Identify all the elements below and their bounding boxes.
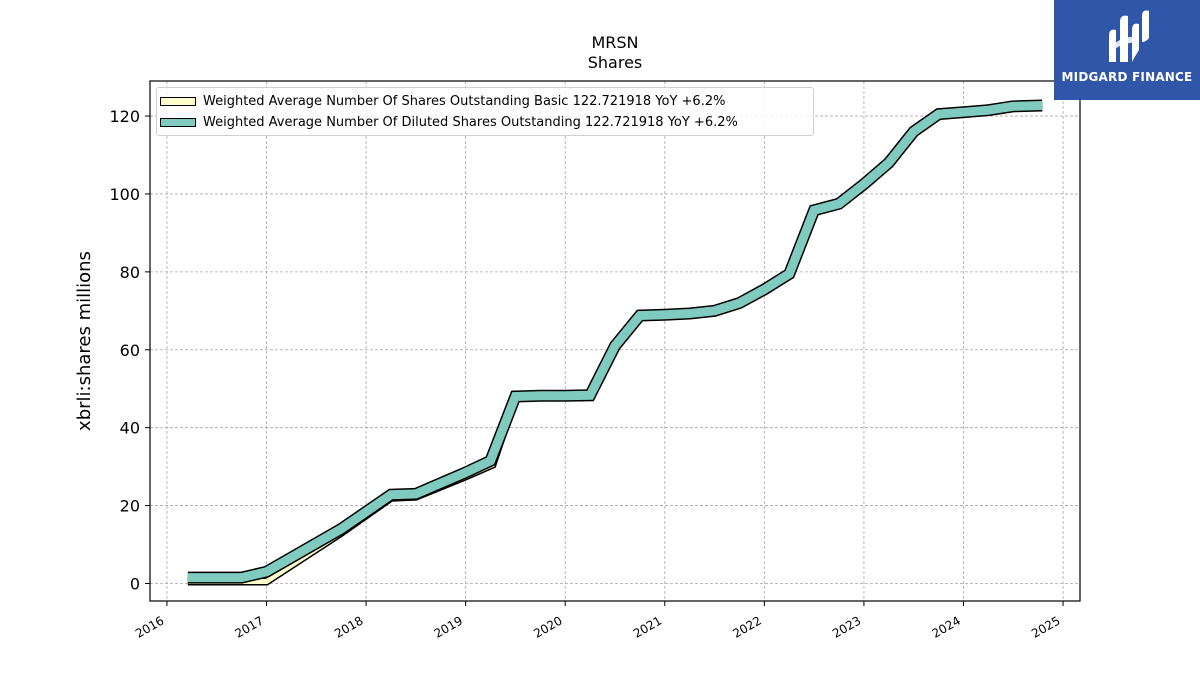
y-tick-label: 120 — [109, 107, 140, 126]
legend-swatch-diluted — [160, 117, 196, 127]
series-line-1 — [187, 101, 1043, 583]
y-tick-label: 80 — [120, 263, 140, 282]
x-tick-label: 2024 — [930, 613, 963, 640]
logo-mark-icon — [1109, 10, 1149, 63]
y-tick-label: 40 — [120, 419, 140, 438]
x-tick-label: 2022 — [730, 613, 763, 640]
x-tick-label: 2021 — [631, 613, 664, 640]
chart-title: MRSN — [591, 33, 639, 52]
plot-frame — [149, 80, 1081, 602]
brand-logo: MIDGARD FINANCE — [1054, 0, 1200, 100]
y-axis-label: xbrli:shares millions — [74, 251, 95, 431]
logo-wordmark: MIDGARD FINANCE — [1061, 70, 1193, 84]
legend: Weighted Average Number Of Shares Outsta… — [156, 87, 814, 136]
legend-swatch-basic — [160, 96, 196, 106]
x-axis: 2016 2017 2018 2019 2020 2021 2022 2023 2024 2025 — [133, 601, 1064, 641]
x-tick-label: 2025 — [1029, 613, 1062, 640]
series-layer — [187, 99, 1043, 586]
x-tick-label: 2018 — [332, 613, 365, 640]
legend-label-basic: Weighted Average Number Of Shares Outsta… — [203, 93, 726, 109]
legend-item-basic: Weighted Average Number Of Shares Outsta… — [157, 91, 725, 111]
x-tick-label: 2016 — [133, 613, 166, 640]
y-tick-label: 60 — [120, 341, 140, 360]
x-tick-label: 2023 — [830, 613, 863, 640]
x-tick-label: 2019 — [432, 613, 465, 640]
legend-label-diluted: Weighted Average Number Of Diluted Share… — [203, 114, 738, 130]
y-tick-label: 20 — [120, 497, 140, 516]
y-tick-label: 0 — [130, 574, 140, 593]
chart-subtitle: Shares — [587, 53, 643, 72]
x-tick-label: 2020 — [531, 613, 564, 640]
y-axis: 0 20 40 60 80 100 120 — [109, 107, 150, 593]
x-tick-label: 2017 — [233, 613, 266, 640]
legend-item-diluted: Weighted Average Number Of Diluted Share… — [157, 112, 738, 132]
y-tick-label: 100 — [109, 185, 140, 204]
